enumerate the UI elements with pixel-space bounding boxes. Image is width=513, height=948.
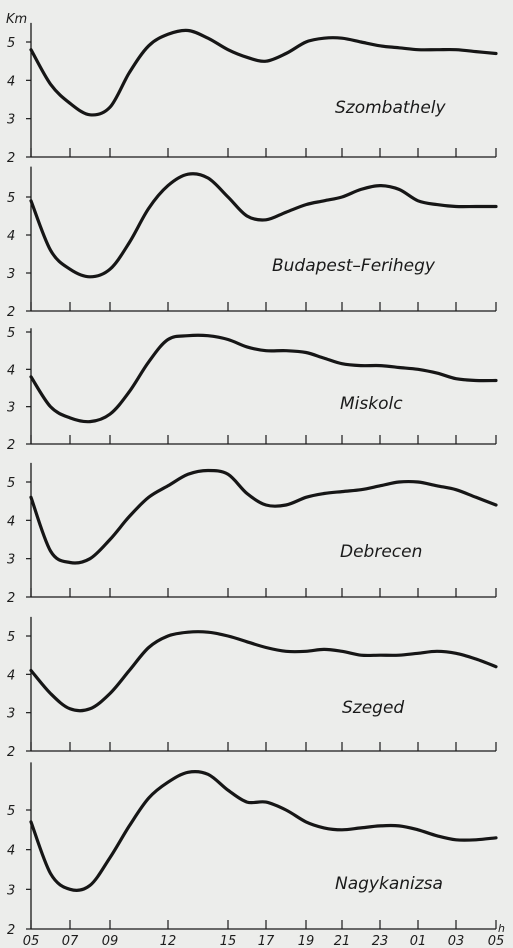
y-tick-label: 2: [7, 591, 15, 606]
y-tick-label: 5: [7, 630, 15, 645]
series-line: [29, 28, 498, 117]
station-label: Nagykanizsa: [335, 874, 443, 894]
y-tick-label: 3: [7, 707, 15, 722]
y-unit-label: Km: [6, 12, 27, 27]
series-line: [29, 630, 498, 713]
chart-panel: 2 3 4 5 Nagykanizsa: [7, 762, 498, 938]
series-line: [29, 468, 498, 565]
x-tick-label: 09: [102, 934, 119, 948]
series-line: [29, 769, 498, 892]
y-tick-label: 3: [7, 553, 15, 568]
x-unit-label: h: [498, 922, 505, 935]
y-tick-label: 4: [7, 514, 15, 529]
y-tick-label: 3: [7, 401, 15, 416]
y-tick-label: 2: [7, 745, 15, 760]
station-label: Szombathely: [335, 98, 447, 118]
x-tick-label: 01: [410, 934, 427, 948]
y-tick-label: 5: [7, 476, 15, 491]
station-label: Budapest–Ferihegy: [272, 256, 436, 276]
y-tick-label: 4: [7, 844, 15, 859]
y-tick-label: 5: [7, 191, 15, 206]
station-label: Szeged: [342, 698, 404, 718]
chart-panel: 2 3 4 5 Miskolc: [7, 326, 498, 453]
chart-panel: 2 3 4 5 Szombathely: [7, 22, 498, 166]
x-tick-label: 17: [258, 934, 275, 948]
x-tick-label: 15: [220, 934, 237, 948]
y-tick-label: 2: [7, 923, 15, 938]
chart-panel: 2 3 4 5 Debrecen: [7, 462, 498, 606]
y-tick-label: 3: [7, 267, 15, 282]
y-tick-label: 5: [7, 36, 15, 51]
station-label: Debrecen: [340, 542, 422, 562]
x-tick-label: 21: [334, 934, 351, 948]
station-label: Miskolc: [340, 394, 403, 414]
y-tick-label: 3: [7, 883, 15, 898]
y-tick-label: 4: [7, 229, 15, 244]
x-tick-label: 19: [298, 934, 315, 948]
chart-panel: 2 3 4 5 Budapest–Ferihegy: [7, 166, 498, 320]
x-tick-label: 23: [372, 934, 389, 948]
y-tick-label: 4: [7, 668, 15, 683]
y-tick-label: 2: [7, 305, 15, 320]
series-line: [29, 172, 498, 279]
x-tick-label: 05: [488, 934, 505, 948]
x-tick-label: 03: [448, 934, 465, 948]
x-tick-label: 07: [62, 934, 79, 948]
x-tick-label: 12: [160, 934, 177, 948]
chart-panel: 2 3 4 5 Szeged: [7, 616, 498, 760]
y-tick-label: 4: [7, 363, 15, 378]
chart-panels: 2345Szombathely2345Budapest–Ferihegy2345…: [7, 22, 505, 948]
y-tick-label: 4: [7, 74, 15, 89]
series-line: [29, 333, 498, 424]
x-tick-label: 05: [23, 934, 40, 948]
y-tick-label: 2: [7, 151, 15, 166]
y-tick-label: 2: [7, 438, 15, 453]
y-tick-label: 5: [7, 804, 15, 819]
y-tick-label: 3: [7, 113, 15, 128]
y-tick-label: 5: [7, 326, 15, 341]
